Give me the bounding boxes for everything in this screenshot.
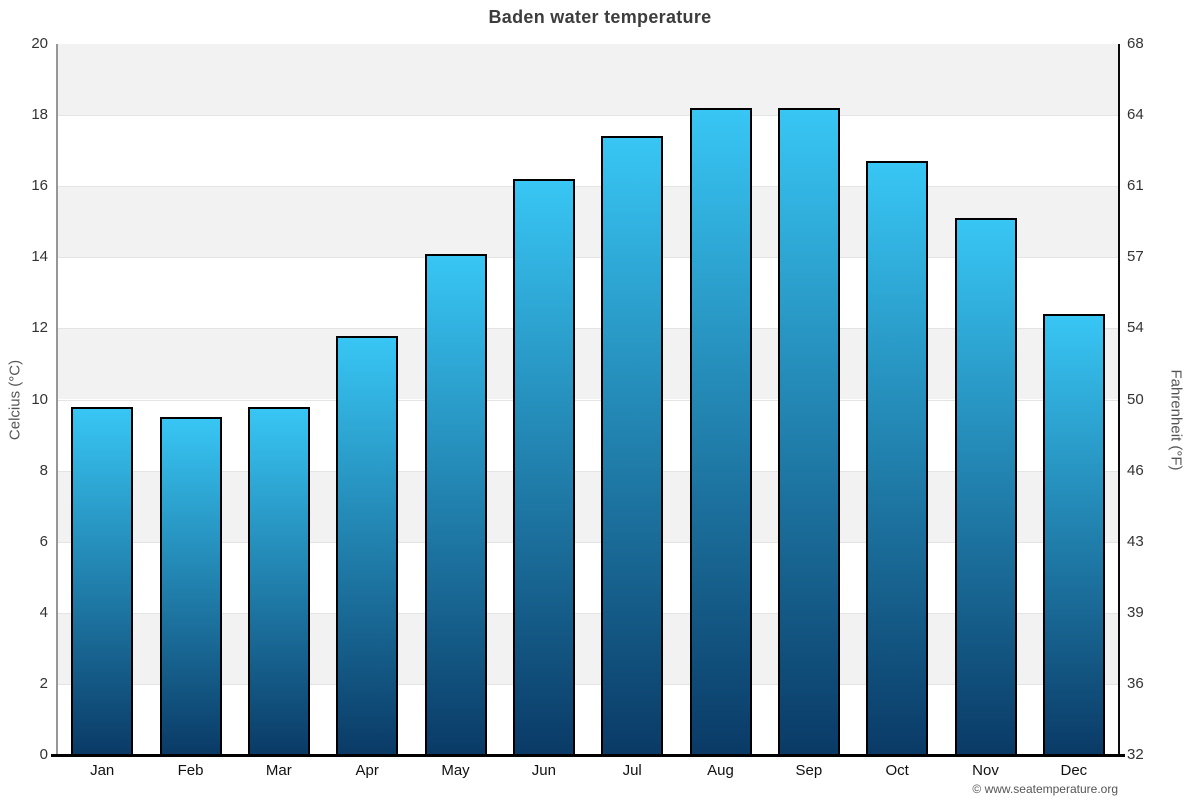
bar-jan: [71, 406, 134, 755]
bar-feb: [159, 417, 222, 755]
y-tick-fahrenheit-36: 36: [1127, 674, 1144, 692]
y-tick-fahrenheit-61: 61: [1127, 177, 1144, 195]
bar-jul: [601, 136, 664, 755]
y-tick-celsius-20: 20: [31, 35, 48, 52]
y-tick-celsius-18: 18: [31, 106, 48, 124]
y-tick-fahrenheit-57: 57: [1127, 248, 1144, 266]
grid-band: [58, 470, 1118, 542]
x-label-aug: Aug: [707, 762, 734, 779]
chart-title: Baden water temperature: [488, 7, 712, 27]
x-label-feb: Feb: [177, 762, 204, 779]
y-axis-ticks-fahrenheit: 32 36 39 43 46 50 54 57 61 64 68: [1127, 35, 1187, 763]
grid-band: [58, 541, 1118, 613]
gridline: [58, 612, 1118, 614]
bar-may: [424, 253, 487, 755]
gridline: [58, 683, 1118, 685]
grid-band: [58, 115, 1118, 187]
x-label-mar: Mar: [265, 762, 292, 779]
bar-dec: [1042, 314, 1105, 755]
y-tick-fahrenheit-50: 50: [1127, 390, 1144, 408]
x-label-jul: Jul: [622, 762, 642, 779]
y-axis-line-left: [56, 44, 58, 755]
x-axis-line: [51, 754, 1125, 757]
bar-aug: [689, 107, 752, 755]
bar-oct: [866, 161, 929, 755]
gridline: [58, 399, 1118, 401]
y-tick-fahrenheit-64: 64: [1127, 106, 1144, 124]
y-tick-celsius-0: 0: [39, 746, 48, 763]
gridline: [58, 186, 1118, 188]
y-axis-ticks-celsius: 0 2 4 6 8 10 12 14 16 18 20: [0, 35, 48, 763]
bar-apr: [336, 335, 399, 755]
bar-sep: [777, 107, 840, 755]
y-axis-line-right: [1118, 44, 1120, 755]
x-label-sep: Sep: [795, 762, 823, 779]
gridline: [58, 328, 1118, 330]
plot-area: [51, 44, 1125, 757]
grid-band: [58, 186, 1118, 258]
y-tick-fahrenheit-54: 54: [1127, 319, 1144, 337]
x-label-jan: Jan: [90, 762, 115, 779]
grid-band: [58, 683, 1118, 755]
gridline: [58, 115, 1118, 117]
gridline: [58, 470, 1118, 472]
y-tick-celsius-6: 6: [39, 532, 48, 550]
y-tick-fahrenheit-68: 68: [1127, 35, 1144, 52]
y-tick-celsius-2: 2: [39, 674, 48, 692]
bar-nov: [954, 218, 1017, 755]
x-label-oct: Oct: [885, 762, 909, 779]
y-tick-celsius-12: 12: [31, 319, 48, 337]
x-axis-labels: Jan Feb Mar Apr May Jun Jul Aug Sep Oct Nov Dec: [58, 762, 1118, 786]
grid-band: [58, 328, 1118, 400]
y-tick-fahrenheit-39: 39: [1127, 603, 1144, 621]
x-label-may: May: [441, 762, 470, 779]
x-label-apr: Apr: [355, 762, 379, 779]
y-tick-fahrenheit-32: 32: [1127, 746, 1144, 763]
grid-band: [58, 399, 1118, 471]
y-tick-celsius-4: 4: [39, 603, 48, 621]
x-label-jun: Jun: [531, 762, 556, 779]
gridline: [58, 257, 1118, 259]
gridline: [58, 541, 1118, 543]
copyright-link[interactable]: © www.seatemperature.org: [972, 782, 1118, 796]
grid-band: [58, 257, 1118, 329]
y-tick-celsius-14: 14: [31, 248, 48, 266]
y-axis-title-celsius: Celcius (°C): [6, 359, 24, 441]
x-label-dec: Dec: [1060, 762, 1088, 779]
grid-band: [58, 612, 1118, 684]
y-tick-fahrenheit-46: 46: [1127, 461, 1144, 479]
y-tick-fahrenheit-43: 43: [1127, 532, 1144, 550]
y-tick-celsius-8: 8: [39, 461, 48, 479]
y-tick-celsius-16: 16: [31, 177, 48, 195]
x-label-nov: Nov: [972, 762, 999, 779]
y-tick-celsius-10: 10: [31, 390, 48, 408]
bar-mar: [247, 406, 310, 755]
bar-jun: [512, 179, 575, 755]
grid-band: [58, 44, 1118, 116]
y-axis-title-fahrenheit: Fahrenheit (°F): [1167, 369, 1185, 471]
